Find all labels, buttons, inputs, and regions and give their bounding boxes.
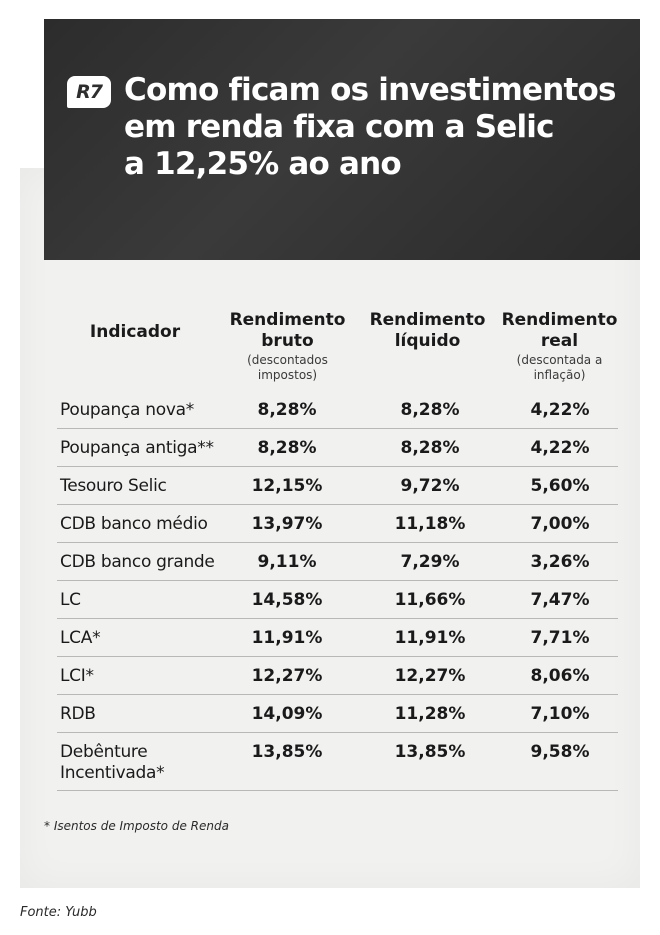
cell-rendimento-liquido: 11,91%: [394, 628, 466, 648]
column-header-indicador: Indicador: [70, 322, 200, 343]
cell-rendimento-bruto: 12,15%: [251, 476, 323, 496]
column-header-title: real: [540, 331, 579, 351]
column-header-note: inflação): [533, 368, 586, 382]
cell-rendimento-bruto: 8,28%: [257, 438, 317, 458]
page-title: Como ficam os investimentos em renda fix…: [124, 72, 624, 183]
table-row: Tesouro Selic 12,15% 9,72% 5,60%: [57, 467, 618, 505]
title-line: em renda fixa com a Selic: [124, 109, 554, 145]
table-row: LC 14,58% 11,66% 7,47%: [57, 581, 618, 619]
column-header-rendimento-bruto: Rendimento bruto (descontados impostos): [225, 310, 350, 382]
cell-rendimento-bruto: 11,91%: [251, 628, 323, 648]
cell-rendimento-real: 4,22%: [530, 400, 590, 420]
r7-logo-text: R7: [76, 81, 103, 103]
table-card-background: [20, 168, 640, 888]
cell-rendimento-liquido: 9,72%: [400, 476, 460, 496]
row-indicator: Tesouro Selic: [60, 476, 167, 496]
row-indicator: Poupança antiga**: [60, 438, 214, 458]
row-indicator: LCA*: [60, 628, 101, 648]
column-header-rendimento-real: Rendimento real (descontada a inflação): [497, 310, 622, 382]
column-header-note: (descontada a: [516, 353, 603, 367]
row-indicator: RDB: [60, 704, 96, 724]
column-header-title: líquido: [394, 331, 461, 351]
cell-rendimento-liquido: 11,66%: [394, 590, 466, 610]
cell-rendimento-real: 9,58%: [530, 742, 590, 762]
cell-rendimento-liquido: 11,28%: [394, 704, 466, 724]
cell-rendimento-liquido: 8,28%: [400, 400, 460, 420]
cell-rendimento-liquido: 11,18%: [394, 514, 466, 534]
column-header-note: impostos): [257, 368, 318, 382]
row-indicator: Debênture Incentivada*: [60, 742, 165, 784]
cell-rendimento-liquido: 7,29%: [400, 552, 460, 572]
cell-rendimento-real: 3,26%: [530, 552, 590, 572]
r7-logo: R7: [67, 76, 111, 108]
cell-rendimento-bruto: 13,97%: [251, 514, 323, 534]
column-header-title: bruto: [261, 331, 314, 351]
row-indicator: CDB banco médio: [60, 514, 208, 534]
table-row: CDB banco médio 13,97% 11,18% 7,00%: [57, 505, 618, 543]
cell-rendimento-real: 7,10%: [530, 704, 590, 724]
title-line: Como ficam os investimentos: [124, 72, 616, 108]
row-indicator-line: Debênture: [60, 742, 148, 762]
column-header-title: Rendimento: [501, 310, 618, 330]
table-row: RDB 14,09% 11,28% 7,10%: [57, 695, 618, 733]
column-header-note: (descontados: [247, 353, 328, 367]
cell-rendimento-bruto: 9,11%: [257, 552, 317, 572]
column-header-title: Indicador: [89, 322, 181, 342]
table-row: Poupança antiga** 8,28% 8,28% 4,22%: [57, 429, 618, 467]
row-indicator: Poupança nova*: [60, 400, 194, 420]
row-indicator: CDB banco grande: [60, 552, 215, 572]
cell-rendimento-liquido: 13,85%: [394, 742, 466, 762]
cell-rendimento-bruto: 12,27%: [251, 666, 323, 686]
table-row: Poupança nova* 8,28% 8,28% 4,22%: [57, 391, 618, 429]
cell-rendimento-real: 4,22%: [530, 438, 590, 458]
table-row: LCI* 12,27% 12,27% 8,06%: [57, 657, 618, 695]
investment-table: Poupança nova* 8,28% 8,28% 4,22% Poupanç…: [57, 391, 618, 791]
table-row: Debênture Incentivada* 13,85% 13,85% 9,5…: [57, 733, 618, 791]
cell-rendimento-real: 8,06%: [530, 666, 590, 686]
column-header-title: Rendimento: [369, 310, 486, 330]
cell-rendimento-real: 7,47%: [530, 590, 590, 610]
cell-rendimento-real: 7,00%: [530, 514, 590, 534]
cell-rendimento-bruto: 13,85%: [251, 742, 323, 762]
column-header-title: Rendimento: [229, 310, 346, 330]
cell-rendimento-real: 5,60%: [530, 476, 590, 496]
row-indicator: LCI*: [60, 666, 94, 686]
footnote: * Isentos de Imposto de Renda: [44, 819, 229, 833]
table-row: LCA* 11,91% 11,91% 7,71%: [57, 619, 618, 657]
cell-rendimento-liquido: 8,28%: [400, 438, 460, 458]
cell-rendimento-real: 7,71%: [530, 628, 590, 648]
cell-rendimento-bruto: 8,28%: [257, 400, 317, 420]
column-header-rendimento-liquido: Rendimento líquido: [365, 310, 490, 352]
row-indicator: LC: [60, 590, 81, 610]
cell-rendimento-liquido: 12,27%: [394, 666, 466, 686]
table-row: CDB banco grande 9,11% 7,29% 3,26%: [57, 543, 618, 581]
cell-rendimento-bruto: 14,58%: [251, 590, 323, 610]
source-credit: Fonte: Yubb: [20, 905, 97, 920]
row-indicator-line: Incentivada*: [60, 763, 165, 783]
title-banner: [44, 19, 640, 260]
title-line: a 12,25% ao ano: [124, 146, 402, 182]
cell-rendimento-bruto: 14,09%: [251, 704, 323, 724]
